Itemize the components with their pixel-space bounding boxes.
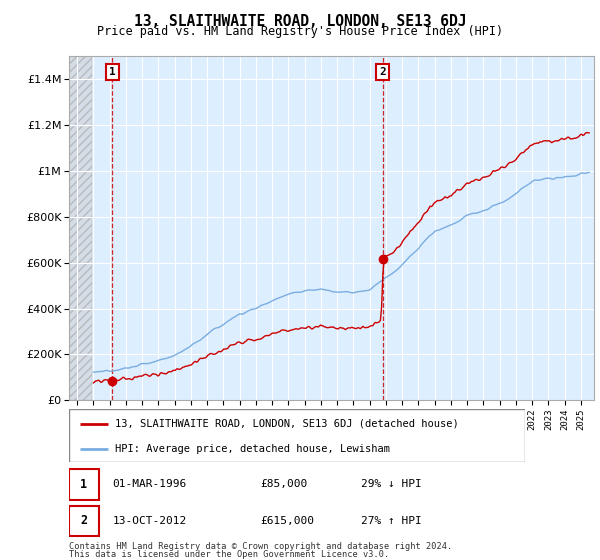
Text: HPI: Average price, detached house, Lewisham: HPI: Average price, detached house, Lewi… [115, 444, 389, 454]
FancyBboxPatch shape [69, 409, 525, 462]
Bar [69, 56, 92, 400]
FancyBboxPatch shape [69, 469, 98, 500]
Text: 13, SLAITHWAITE ROAD, LONDON, SE13 6DJ: 13, SLAITHWAITE ROAD, LONDON, SE13 6DJ [134, 14, 466, 29]
Text: 1: 1 [109, 67, 116, 77]
Text: 13, SLAITHWAITE ROAD, LONDON, SE13 6DJ (detached house): 13, SLAITHWAITE ROAD, LONDON, SE13 6DJ (… [115, 419, 458, 429]
FancyBboxPatch shape [69, 506, 98, 536]
Text: £85,000: £85,000 [260, 479, 308, 489]
Text: This data is licensed under the Open Government Licence v3.0.: This data is licensed under the Open Gov… [69, 550, 389, 559]
Text: 27% ↑ HPI: 27% ↑ HPI [361, 516, 422, 526]
Text: 01-MAR-1996: 01-MAR-1996 [112, 479, 187, 489]
Text: Price paid vs. HM Land Registry's House Price Index (HPI): Price paid vs. HM Land Registry's House … [97, 25, 503, 38]
Text: 13-OCT-2012: 13-OCT-2012 [112, 516, 187, 526]
Text: 1: 1 [80, 478, 87, 491]
Text: Contains HM Land Registry data © Crown copyright and database right 2024.: Contains HM Land Registry data © Crown c… [69, 542, 452, 551]
Text: 2: 2 [80, 514, 87, 528]
Text: 2: 2 [379, 67, 386, 77]
Text: 29% ↓ HPI: 29% ↓ HPI [361, 479, 422, 489]
Text: £615,000: £615,000 [260, 516, 314, 526]
